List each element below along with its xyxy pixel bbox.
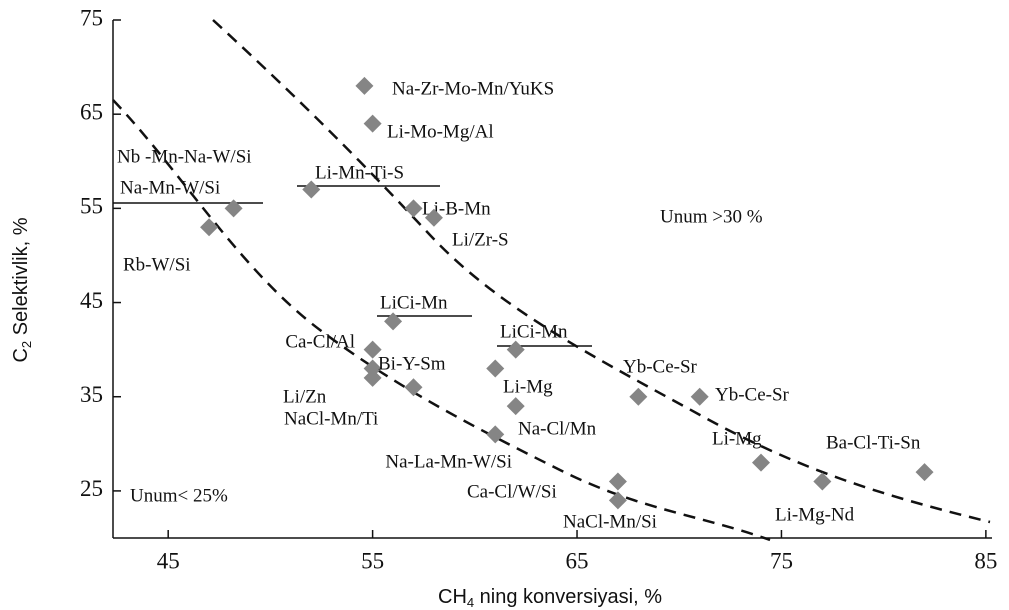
data-point <box>506 340 525 359</box>
data-point <box>363 340 382 359</box>
data-point <box>404 199 423 218</box>
point-label: Na-Cl/Mn <box>518 418 597 439</box>
point-label: Na-Zr-Mo-Mn/YuKS <box>392 78 554 99</box>
data-point <box>486 425 505 444</box>
y-tick-label: 35 <box>80 382 103 407</box>
data-point <box>363 368 382 387</box>
x-tick-label: 55 <box>361 548 384 573</box>
x-tick-label: 85 <box>974 548 997 573</box>
point-label: Yb-Ce-Sr <box>623 356 698 377</box>
x-tick-label: 65 <box>566 548 589 573</box>
point-label: Li/Zr-S <box>452 229 509 250</box>
point-label: Ca-Cl/W/Si <box>467 481 557 502</box>
data-point <box>608 491 627 510</box>
boundary-curve <box>112 99 771 542</box>
data-point <box>363 359 382 378</box>
x-tick-label: 75 <box>770 548 793 573</box>
point-label: Li/Zn <box>283 386 327 407</box>
data-point <box>690 387 709 406</box>
point-label: Bi-Y-Sm <box>378 353 446 374</box>
data-point <box>384 312 403 331</box>
data-point <box>302 180 321 199</box>
data-point <box>486 359 505 378</box>
point-label: Ca-Cl/Al <box>285 331 355 352</box>
data-point <box>752 453 771 472</box>
annotation: Nb -Mn-Na-W/Si <box>117 146 252 167</box>
data-point <box>424 208 443 227</box>
y-tick-label: 45 <box>80 288 103 313</box>
boundary-curve <box>212 19 991 524</box>
point-label: Na-La-Mn-W/Si <box>385 451 512 472</box>
data-point <box>200 218 219 237</box>
point-label: Li-Mg <box>712 428 762 449</box>
point-label: LiCi-Mn <box>500 321 568 342</box>
data-point <box>355 76 374 95</box>
point-label: Ba-Cl-Ti-Sn <box>826 432 921 453</box>
point-label: Li-Mo-Mg/Al <box>387 121 494 142</box>
point-label: Li-Mn-Ti-S <box>315 162 404 183</box>
y-axis-label: C2 Selektivlik, % <box>10 217 34 362</box>
point-label: Li-B-Mn <box>422 198 491 219</box>
data-point <box>506 397 525 416</box>
annotation: Unum< 25% <box>130 485 228 506</box>
point-label: Li-Mg-Nd <box>775 504 855 525</box>
point-label: Rb-W/Si <box>123 254 191 275</box>
data-point <box>608 472 627 491</box>
data-point <box>629 387 648 406</box>
data-point <box>813 472 832 491</box>
point-label: Yb-Ce-Sr <box>715 384 790 405</box>
data-point <box>363 114 382 133</box>
point-label: Li-Mg <box>503 376 553 397</box>
point-label: Na-Mn-W/Si <box>120 177 220 198</box>
data-point <box>915 463 934 482</box>
annotation: Unum >30 % <box>660 206 763 227</box>
x-tick-label: 45 <box>157 548 180 573</box>
y-tick-label: 65 <box>80 99 103 124</box>
data-point <box>224 199 243 218</box>
x-axis-label: CH4 ning konversiyasi, % <box>438 586 662 610</box>
point-label: NaCl-Mn/Ti <box>284 408 378 429</box>
y-tick-label: 55 <box>80 194 103 219</box>
data-point <box>404 378 423 397</box>
y-tick-label: 25 <box>80 476 103 501</box>
point-label: NaCl-Mn/Si <box>563 511 657 532</box>
y-tick-label: 75 <box>80 5 103 30</box>
point-label: LiCi-Mn <box>380 292 448 313</box>
